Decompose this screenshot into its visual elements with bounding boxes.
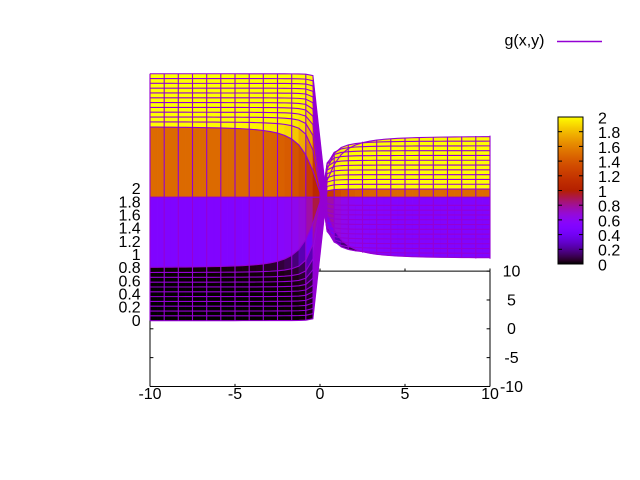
svg-text:1.2: 1.2 (118, 234, 140, 251)
svg-text:1.8: 1.8 (598, 125, 620, 142)
svg-text:-5: -5 (504, 350, 518, 367)
svg-text:1.8: 1.8 (118, 194, 140, 211)
svg-text:2: 2 (132, 181, 141, 198)
svg-text:0: 0 (507, 321, 516, 338)
svg-text:0: 0 (132, 313, 141, 330)
svg-text:1: 1 (132, 247, 141, 264)
svg-text:5: 5 (507, 292, 516, 309)
svg-text:1.4: 1.4 (118, 221, 140, 238)
svg-text:0: 0 (316, 386, 325, 403)
svg-text:1.4: 1.4 (598, 155, 620, 172)
svg-text:-5: -5 (228, 386, 242, 403)
svg-text:10: 10 (481, 386, 499, 403)
svg-text:0.2: 0.2 (118, 300, 140, 317)
svg-text:0.2: 0.2 (598, 243, 620, 260)
svg-text:0.4: 0.4 (598, 228, 620, 245)
svg-text:-10: -10 (138, 386, 161, 403)
svg-text:0.8: 0.8 (118, 260, 140, 277)
svg-text:0.4: 0.4 (118, 287, 140, 304)
svg-text:0: 0 (598, 257, 607, 274)
svg-text:0.6: 0.6 (118, 273, 140, 290)
svg-text:1.2: 1.2 (598, 169, 620, 186)
svg-text:g(x,y): g(x,y) (505, 33, 545, 50)
svg-text:1.6: 1.6 (118, 208, 140, 225)
svg-text:1: 1 (598, 184, 607, 201)
svg-text:-10: -10 (500, 379, 523, 396)
svg-text:0.6: 0.6 (598, 213, 620, 230)
svg-text:10: 10 (503, 263, 521, 280)
svg-text:1.6: 1.6 (598, 140, 620, 157)
svg-text:5: 5 (401, 386, 410, 403)
svg-text:0.8: 0.8 (598, 199, 620, 216)
svg-text:2: 2 (598, 110, 607, 127)
